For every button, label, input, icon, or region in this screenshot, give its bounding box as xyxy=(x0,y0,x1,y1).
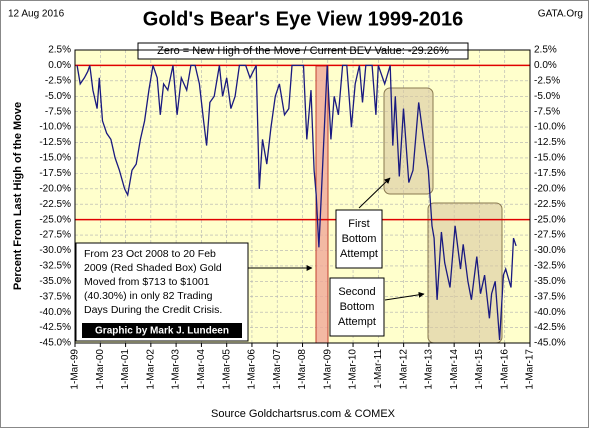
second-note: Bottom xyxy=(340,301,375,313)
y-tick-label: -15.0% xyxy=(39,153,71,164)
annotation-line: (40.30%) in only 82 Trading xyxy=(84,290,213,302)
y-tick-label: -12.5% xyxy=(39,137,71,148)
arrow xyxy=(384,291,425,301)
date-label: 12 Aug 2016 xyxy=(8,9,65,20)
y-tick-label: 0.0% xyxy=(48,60,71,71)
y-tick-label: -10.0% xyxy=(39,122,71,133)
annotation-line: 2009 (Red Shaded Box) Gold xyxy=(84,262,222,274)
y2-tick-label: -10.0% xyxy=(534,122,566,133)
first-note: First xyxy=(348,218,369,230)
annotation-line: From 23 Oct 2008 to 20 Feb xyxy=(84,248,216,260)
y-tick-label: -22.5% xyxy=(39,199,71,210)
site-label: GATA.Org xyxy=(538,9,583,20)
y-tick-label: 2.5% xyxy=(48,45,71,56)
arrow xyxy=(358,177,391,209)
x-tick-label: 1-Mar-02 xyxy=(145,349,156,390)
notes: From 23 Oct 2008 to 20 Feb 2009 (Red Shad… xyxy=(84,248,222,316)
y2-tick-label: -20.0% xyxy=(534,183,566,194)
x-tick-label: 1-Mar-07 xyxy=(272,349,283,390)
y2-tick-label: 0.0% xyxy=(534,60,557,71)
subtitle: Zero = New High of the Move / Current BE… xyxy=(157,45,449,57)
y-tick-label: -30.0% xyxy=(39,245,71,256)
y2-tick-label: -25.0% xyxy=(534,214,566,225)
y2-tick-label: 2.5% xyxy=(534,45,557,56)
y-tick-label: -17.5% xyxy=(39,168,71,179)
y2-tick-label: -32.5% xyxy=(534,261,566,272)
x-tick-label: 1-Mar-01 xyxy=(120,349,131,390)
x-tick-label: 1-Mar-15 xyxy=(474,349,485,390)
x-tick-label: 1-Mar-00 xyxy=(95,349,106,390)
x-tick-label: 1-Mar-08 xyxy=(297,349,308,390)
y-axis-label: Percent From Last High of the Move xyxy=(12,102,24,290)
y-tick-label: -5.0% xyxy=(45,91,71,102)
y-tick-label: -40.0% xyxy=(39,307,71,318)
first-note: Attempt xyxy=(340,248,378,260)
x-tick-label: 1-Mar-13 xyxy=(424,349,435,390)
x-tick-label: 1-Mar-12 xyxy=(398,349,409,390)
annotation-line: Moved from $713 to $1001 xyxy=(84,276,210,288)
y2-tick-label: -37.5% xyxy=(534,291,566,302)
chart-title: Gold's Bear's Eye View 1999-2016 xyxy=(143,8,463,30)
x-tick-label: 1-Mar-04 xyxy=(196,349,207,390)
x-tick-label: 1-Mar-14 xyxy=(449,349,460,390)
y-tick-label: -25.0% xyxy=(39,214,71,225)
x-tick-label: 1-Mar-99 xyxy=(70,349,81,390)
credit: Graphic by Mark J. Lundeen xyxy=(95,326,229,337)
y2-tick-label: -2.5% xyxy=(534,75,560,86)
y2-tick-label: -42.5% xyxy=(534,322,566,333)
y2-tick-label: -15.0% xyxy=(534,153,566,164)
y-tick-label: -42.5% xyxy=(39,322,71,333)
y-tick-label: -20.0% xyxy=(39,183,71,194)
x-tick-label: 1-Mar-17 xyxy=(525,349,536,390)
x-tick-label: 1-Mar-16 xyxy=(499,349,510,390)
credit-bar xyxy=(82,323,242,338)
y2-tick-label: -27.5% xyxy=(534,230,566,241)
second-note: Attempt xyxy=(338,316,376,328)
y-tick-label: -32.5% xyxy=(39,261,71,272)
y2-tick-label: -7.5% xyxy=(534,106,560,117)
marks xyxy=(75,64,530,340)
y2-tick-label: -45.0% xyxy=(534,338,566,349)
second-note: Second xyxy=(338,286,375,298)
y2-tick-label: -17.5% xyxy=(534,168,566,179)
first-note: Bottom xyxy=(342,233,377,245)
x-tick-label: 1-Mar-11 xyxy=(373,349,384,389)
second-note-box xyxy=(329,277,385,337)
subtitle-box xyxy=(137,42,469,60)
y-tick-label: -45.0% xyxy=(39,338,71,349)
y-tick-label: -37.5% xyxy=(39,291,71,302)
y2-tick-label: -22.5% xyxy=(534,199,566,210)
annotation-line: Days During the Credit Crisis. xyxy=(84,304,222,316)
y2-tick-label: -40.0% xyxy=(534,307,566,318)
bev-line xyxy=(76,64,517,340)
y2-tick-label: -12.5% xyxy=(534,137,566,148)
source: Source Goldchartsrus.com & COMEX xyxy=(211,408,396,420)
y-tick-label: -27.5% xyxy=(39,230,71,241)
x-tick-label: 1-Mar-10 xyxy=(348,349,359,390)
plot-border xyxy=(74,49,531,344)
y-tick-label: -7.5% xyxy=(45,106,71,117)
first-note-box xyxy=(335,209,383,269)
x-tick-label: 1-Mar-03 xyxy=(171,349,182,390)
y2-tick-label: -5.0% xyxy=(534,91,560,102)
x-tick-label: 1-Mar-05 xyxy=(221,349,232,390)
y-tick-label: -2.5% xyxy=(45,75,71,86)
y-tick-label: -35.0% xyxy=(39,276,71,287)
y2-tick-label: -35.0% xyxy=(534,276,566,287)
y2-tick-label: -30.0% xyxy=(534,245,566,256)
x-tick-label: 1-Mar-06 xyxy=(247,349,258,390)
red-shaded-box xyxy=(315,65,329,344)
x-tick-label: 1-Mar-09 xyxy=(322,349,333,390)
